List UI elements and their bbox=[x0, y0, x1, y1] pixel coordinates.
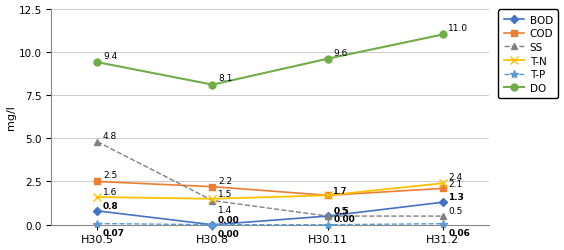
T-N bbox=[209, 198, 216, 200]
SS bbox=[439, 215, 446, 218]
Line: DO: DO bbox=[94, 32, 446, 89]
T-N bbox=[94, 196, 101, 199]
Text: 9.4: 9.4 bbox=[103, 52, 117, 61]
COD bbox=[94, 180, 101, 183]
Text: 0.00: 0.00 bbox=[333, 214, 355, 223]
Text: 2.2: 2.2 bbox=[218, 176, 232, 185]
Text: 0.5: 0.5 bbox=[333, 206, 349, 216]
DO bbox=[439, 34, 446, 37]
Text: 4.8: 4.8 bbox=[103, 131, 117, 140]
Text: 1.3: 1.3 bbox=[448, 193, 464, 202]
Y-axis label: mg/l: mg/l bbox=[6, 105, 16, 130]
BOD bbox=[209, 223, 216, 226]
Line: T-N: T-N bbox=[93, 179, 447, 203]
Legend: BOD, COD, SS, T-N, T-P, DO: BOD, COD, SS, T-N, T-P, DO bbox=[499, 10, 558, 99]
COD bbox=[439, 187, 446, 190]
Text: 0.06: 0.06 bbox=[448, 228, 470, 237]
Text: 1.5: 1.5 bbox=[218, 189, 232, 198]
Text: 0.00: 0.00 bbox=[218, 229, 240, 238]
SS bbox=[209, 199, 216, 202]
Text: 11.0: 11.0 bbox=[448, 24, 469, 33]
Text: 9.6: 9.6 bbox=[333, 48, 347, 57]
BOD bbox=[324, 215, 331, 218]
Text: 2.4: 2.4 bbox=[448, 172, 462, 181]
T-N bbox=[439, 182, 446, 185]
Text: 1.4: 1.4 bbox=[218, 205, 232, 214]
Line: T-P: T-P bbox=[93, 220, 447, 229]
T-P bbox=[209, 223, 216, 226]
T-P bbox=[439, 222, 446, 225]
Text: 2.5: 2.5 bbox=[103, 171, 117, 179]
BOD bbox=[439, 201, 446, 204]
T-N bbox=[324, 194, 331, 197]
T-P bbox=[94, 222, 101, 225]
SS bbox=[94, 141, 101, 144]
Text: 0.8: 0.8 bbox=[103, 201, 118, 210]
DO bbox=[324, 58, 331, 61]
Text: 8.1: 8.1 bbox=[218, 74, 232, 83]
Text: 0.00: 0.00 bbox=[218, 215, 240, 224]
DO bbox=[209, 84, 216, 87]
BOD bbox=[94, 210, 101, 212]
COD bbox=[209, 186, 216, 188]
Text: 0.5: 0.5 bbox=[333, 206, 347, 216]
Text: 1.6: 1.6 bbox=[103, 188, 117, 196]
T-P bbox=[324, 223, 331, 226]
DO bbox=[94, 62, 101, 64]
Line: SS: SS bbox=[95, 140, 446, 219]
Text: 1.7: 1.7 bbox=[333, 186, 347, 195]
Text: 1.7: 1.7 bbox=[333, 186, 347, 195]
Text: 0.5: 0.5 bbox=[448, 206, 462, 216]
Text: 2.1: 2.1 bbox=[448, 179, 462, 188]
SS bbox=[324, 215, 331, 218]
Line: COD: COD bbox=[95, 179, 446, 198]
Text: 0.07: 0.07 bbox=[103, 228, 125, 237]
Line: BOD: BOD bbox=[95, 200, 446, 228]
COD bbox=[324, 194, 331, 197]
